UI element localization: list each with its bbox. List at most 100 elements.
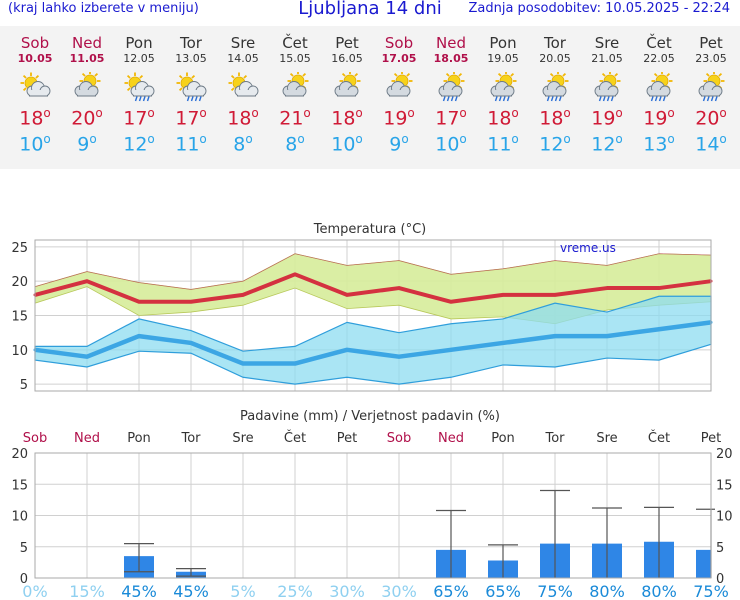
min-temperature-point: [553, 334, 557, 338]
min-temperature-point: [345, 348, 349, 352]
precipitation-tick-label-left: 15: [11, 478, 28, 493]
precipitation-day-label: Sob: [387, 431, 411, 446]
min-temperature-point: [501, 341, 505, 345]
day-date: 18.05: [433, 52, 469, 65]
day-column: Sre 14.05 18o 8o: [217, 26, 269, 158]
precipitation-day-label: Tor: [180, 431, 201, 446]
min-temperature-line: [34, 320, 712, 366]
precipitation-probability-label: 30%: [381, 582, 417, 600]
precipitation-day-label: Ned: [74, 431, 100, 446]
precipitation-day-label: Sre: [232, 431, 253, 446]
precipitation-probability-label: 0%: [22, 582, 47, 600]
day-name: Čet: [282, 34, 308, 52]
max-temperature: 17o: [175, 106, 207, 130]
precipitation-tick-label-right: 0: [716, 572, 724, 587]
min-temperature: 12o: [539, 132, 571, 156]
temperature-tick-label: 20: [11, 275, 28, 290]
max-temperature-point: [397, 286, 401, 290]
sun-cloud-icon: [20, 72, 51, 97]
max-temperature: 20o: [695, 106, 727, 130]
precipitation-probability-label: 15%: [69, 582, 105, 600]
max-temperature-point: [345, 293, 349, 297]
max-temperature: 17o: [435, 106, 467, 130]
max-temperature-point: [241, 293, 245, 297]
day-name: Sre: [230, 34, 256, 52]
max-temperature: 20o: [71, 106, 103, 130]
precipitation-tick-label-left: 20: [11, 447, 28, 462]
temperature-tick-label: 5: [20, 378, 28, 393]
precipitation-bar: [696, 549, 711, 578]
max-temperature: 18o: [539, 106, 571, 130]
day-column: Sob 17.05 19o 9o: [373, 26, 425, 158]
cloud-sun-rain-icon: [698, 72, 725, 102]
day-column: Tor 13.05 17o 11o: [165, 26, 217, 158]
max-temperature-point: [293, 272, 297, 276]
max-temperature-point: [657, 286, 661, 290]
max-temperature: 18o: [331, 106, 363, 130]
min-temperature-point: [397, 355, 401, 359]
min-temperature: 10o: [331, 132, 363, 156]
cloud-sun-rain-icon: [490, 72, 517, 102]
day-name: Sre: [594, 34, 620, 52]
day-name: Tor: [544, 34, 566, 52]
precipitation-tick-label-left: 0: [20, 572, 28, 587]
min-temperature: 9o: [77, 132, 97, 156]
max-temperature-line: [34, 272, 712, 304]
max-temperature-point: [605, 286, 609, 290]
day-name: Pet: [699, 34, 723, 52]
precipitation-probability-label: 45%: [173, 582, 209, 600]
precipitation-probability-label: 80%: [641, 582, 677, 600]
temperature-chart-title: Temperatura (°C): [313, 222, 426, 237]
max-temperature: 18o: [227, 106, 259, 130]
min-temperature: 8o: [233, 132, 253, 156]
day-name: Sob: [384, 34, 414, 52]
day-date: 10.05: [17, 52, 53, 65]
day-date: 16.05: [331, 52, 363, 65]
day-date: 20.05: [539, 52, 571, 65]
cloud-sun-icon: [386, 72, 413, 97]
min-temperature-point: [137, 334, 141, 338]
cloud-sun-rain-icon: [646, 72, 673, 102]
precipitation-probability-label: 30%: [329, 582, 365, 600]
precipitation-tick-label-left: 10: [11, 510, 28, 525]
precipitation-chart-title: Padavine (mm) / Verjetnost padavin (%): [240, 409, 500, 424]
day-name: Pet: [335, 34, 359, 52]
precipitation-day-label: Ned: [438, 431, 464, 446]
watermark-text: vreme.us: [560, 241, 616, 255]
min-temperature-point: [241, 362, 245, 366]
day-date: 17.05: [381, 52, 417, 65]
cloud-sun-icon: [282, 72, 309, 97]
min-temperature: 8o: [285, 132, 305, 156]
day-column: Pon 19.05 18o 11o: [477, 26, 529, 158]
min-temperature-point: [449, 348, 453, 352]
day-column: Čet 15.05 21o 8o: [269, 26, 321, 158]
page-title: Ljubljana 14 dni: [298, 0, 442, 19]
min-temperature: 11o: [487, 132, 519, 156]
day-column: Čet 22.05 19o 13o: [633, 26, 685, 158]
min-temperature: 10o: [19, 132, 51, 156]
precipitation-day-label: Čet: [284, 430, 306, 446]
precipitation-day-label: Čet: [648, 430, 670, 446]
precipitation-day-label: Sob: [23, 431, 47, 446]
day-date: 13.05: [175, 52, 207, 65]
precipitation-probability-label: 75%: [693, 582, 729, 600]
max-temperature-point: [449, 300, 453, 304]
temperature-tick-label: 15: [11, 310, 28, 325]
day-column: Pet 16.05 18o 10o: [321, 26, 373, 158]
day-column: Pet 23.05 20o 14o: [685, 26, 737, 158]
min-temperature: 12o: [591, 132, 623, 156]
precipitation-probability-label: 80%: [589, 582, 625, 600]
max-temperature: 19o: [643, 106, 675, 130]
precipitation-tick-label-right: 5: [716, 541, 724, 556]
cloud-sun-rain-icon: [542, 72, 569, 102]
day-column: Ned 11.05 20o 9o: [61, 26, 113, 158]
precipitation-tick-label-right: 15: [716, 478, 733, 493]
min-temperature: 14o: [695, 132, 727, 156]
max-temperature: 18o: [19, 106, 51, 130]
location-menu-hint[interactable]: (kraj lahko izberete v meniju): [8, 1, 199, 16]
min-temperature-point: [657, 327, 661, 331]
day-date: 12.05: [123, 52, 155, 65]
min-temperature-point: [189, 341, 193, 345]
precipitation-probability-label: 25%: [277, 582, 313, 600]
temperature-plot-border: [34, 239, 712, 392]
